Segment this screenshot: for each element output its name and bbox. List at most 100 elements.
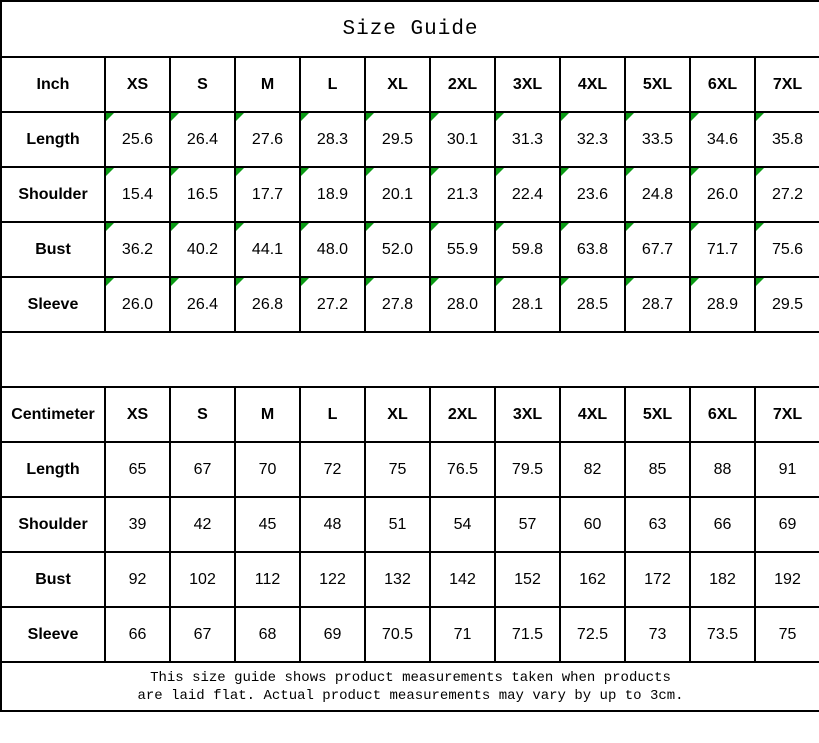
centimeter-length-2XL-text: 76.5 <box>446 460 479 478</box>
centimeter-bust-7XL-text: 192 <box>774 570 801 588</box>
centimeter-bust-XS: 92 <box>104 551 171 608</box>
centimeter-size-header-7XL-text: 7XL <box>772 405 803 423</box>
centimeter-shoulder-7XL: 69 <box>753 496 819 553</box>
inch-bust-L: 48.0 <box>299 221 366 278</box>
centimeter-shoulder-XL: 51 <box>364 496 431 553</box>
inch-size-header-6XL-text: 6XL <box>707 75 738 93</box>
centimeter-bust-label-text: Bust <box>35 570 71 588</box>
inch-bust-3XL-text: 59.8 <box>511 240 544 258</box>
inch-bust-2XL-text: 55.9 <box>446 240 479 258</box>
cell-corner-marker-icon <box>172 169 179 176</box>
cell-corner-marker-icon <box>757 224 764 231</box>
centimeter-bust-label: Bust <box>0 551 106 608</box>
inch-sleeve-7XL-text: 29.5 <box>771 295 804 313</box>
inch-length-2XL: 30.1 <box>429 111 496 168</box>
centimeter-length-3XL: 79.5 <box>494 441 561 498</box>
cell-corner-marker-icon <box>627 114 634 121</box>
centimeter-bust-4XL: 162 <box>559 551 626 608</box>
inch-shoulder-4XL: 23.6 <box>559 166 626 223</box>
centimeter-length-L-text: 72 <box>323 460 342 478</box>
cell-corner-marker-icon <box>562 114 569 121</box>
inch-shoulder-XL: 20.1 <box>364 166 431 223</box>
centimeter-length-XS: 65 <box>104 441 171 498</box>
centimeter-bust-XL: 132 <box>364 551 431 608</box>
inch-length-M: 27.6 <box>234 111 301 168</box>
centimeter-shoulder-XS-text: 39 <box>128 515 147 533</box>
centimeter-shoulder-5XL-text: 63 <box>648 515 667 533</box>
inch-length-7XL-text: 35.8 <box>771 130 804 148</box>
cell-corner-marker-icon <box>367 114 374 121</box>
inch-bust-S: 40.2 <box>169 221 236 278</box>
centimeter-sleeve-5XL: 73 <box>624 606 691 663</box>
centimeter-row-sleeve: Sleeve 66 67 68 69 70.5 71 71.5 72.5 73 73.5 75 <box>0 606 819 663</box>
inch-unit-label: Inch <box>0 56 106 113</box>
inch-size-header-3XL: 3XL <box>494 56 561 113</box>
inch-sleeve-2XL-text: 28.0 <box>446 295 479 313</box>
inch-shoulder-XS-text: 15.4 <box>121 185 154 203</box>
inch-size-header-7XL: 7XL <box>753 56 819 113</box>
cell-corner-marker-icon <box>562 224 569 231</box>
inch-bust-2XL: 55.9 <box>429 221 496 278</box>
centimeter-shoulder-M: 45 <box>234 496 301 553</box>
inch-bust-label-text: Bust <box>35 240 71 258</box>
inch-shoulder-L-text: 18.9 <box>316 185 349 203</box>
centimeter-header-row: Centimeter XS S M L XL 2XL 3XL 4XL 5XL 6XL 7XL <box>0 386 819 443</box>
centimeter-bust-S: 102 <box>169 551 236 608</box>
cell-corner-marker-icon <box>302 279 309 286</box>
centimeter-bust-3XL-text: 152 <box>514 570 541 588</box>
centimeter-bust-XL-text: 132 <box>384 570 411 588</box>
footer-row: This size guide shows product measuremen… <box>0 661 819 712</box>
centimeter-bust-6XL: 182 <box>689 551 756 608</box>
inch-row-shoulder: Shoulder 15.4 16.5 17.7 18.9 20.1 21.3 22.4 23.6… <box>0 166 819 223</box>
centimeter-size-header-3XL-text: 3XL <box>512 405 543 423</box>
centimeter-length-S: 67 <box>169 441 236 498</box>
centimeter-bust-2XL-text: 142 <box>449 570 476 588</box>
inch-shoulder-XS: 15.4 <box>104 166 171 223</box>
centimeter-length-5XL: 85 <box>624 441 691 498</box>
inch-shoulder-XL-text: 20.1 <box>381 185 414 203</box>
inch-shoulder-5XL: 24.8 <box>624 166 691 223</box>
inch-sleeve-L: 27.2 <box>299 276 366 333</box>
centimeter-shoulder-6XL: 66 <box>689 496 756 553</box>
inch-size-header-XS: XS <box>104 56 171 113</box>
inch-sleeve-5XL: 28.7 <box>624 276 691 333</box>
centimeter-sleeve-4XL-text: 72.5 <box>576 625 609 643</box>
inch-length-4XL-text: 32.3 <box>576 130 609 148</box>
cell-corner-marker-icon <box>562 279 569 286</box>
inch-length-6XL-text: 34.6 <box>706 130 739 148</box>
centimeter-size-header-S: S <box>169 386 236 443</box>
centimeter-bust-3XL: 152 <box>494 551 561 608</box>
centimeter-bust-2XL: 142 <box>429 551 496 608</box>
centimeter-length-7XL-text: 91 <box>778 460 797 478</box>
centimeter-size-header-4XL-text: 4XL <box>577 405 608 423</box>
inch-size-header-XL: XL <box>364 56 431 113</box>
inch-length-S-text: 26.4 <box>186 130 219 148</box>
centimeter-bust-6XL-text: 182 <box>709 570 736 588</box>
centimeter-bust-S-text: 102 <box>189 570 216 588</box>
inch-bust-3XL: 59.8 <box>494 221 561 278</box>
centimeter-length-XL: 75 <box>364 441 431 498</box>
footer-note-line2: are laid flat. Actual product measuremen… <box>137 687 684 704</box>
inch-length-S: 26.4 <box>169 111 236 168</box>
inch-shoulder-5XL-text: 24.8 <box>641 185 674 203</box>
cell-corner-marker-icon <box>302 114 309 121</box>
inch-sleeve-5XL-text: 28.7 <box>641 295 674 313</box>
inch-sleeve-S-text: 26.4 <box>186 295 219 313</box>
inch-bust-7XL: 75.6 <box>753 221 819 278</box>
centimeter-size-header-XS: XS <box>104 386 171 443</box>
inch-length-XS: 25.6 <box>104 111 171 168</box>
inch-bust-S-text: 40.2 <box>186 240 219 258</box>
centimeter-size-header-7XL: 7XL <box>753 386 819 443</box>
centimeter-size-header-6XL: 6XL <box>689 386 756 443</box>
inch-shoulder-label: Shoulder <box>0 166 106 223</box>
cell-corner-marker-icon <box>172 224 179 231</box>
centimeter-shoulder-label-text: Shoulder <box>18 515 88 533</box>
inch-length-label: Length <box>0 111 106 168</box>
centimeter-sleeve-3XL-text: 71.5 <box>511 625 544 643</box>
cell-corner-marker-icon <box>757 279 764 286</box>
centimeter-sleeve-M-text: 68 <box>258 625 277 643</box>
inch-size-header-4XL-text: 4XL <box>577 75 608 93</box>
centimeter-sleeve-label: Sleeve <box>0 606 106 663</box>
centimeter-shoulder-4XL-text: 60 <box>583 515 602 533</box>
centimeter-length-7XL: 91 <box>753 441 819 498</box>
